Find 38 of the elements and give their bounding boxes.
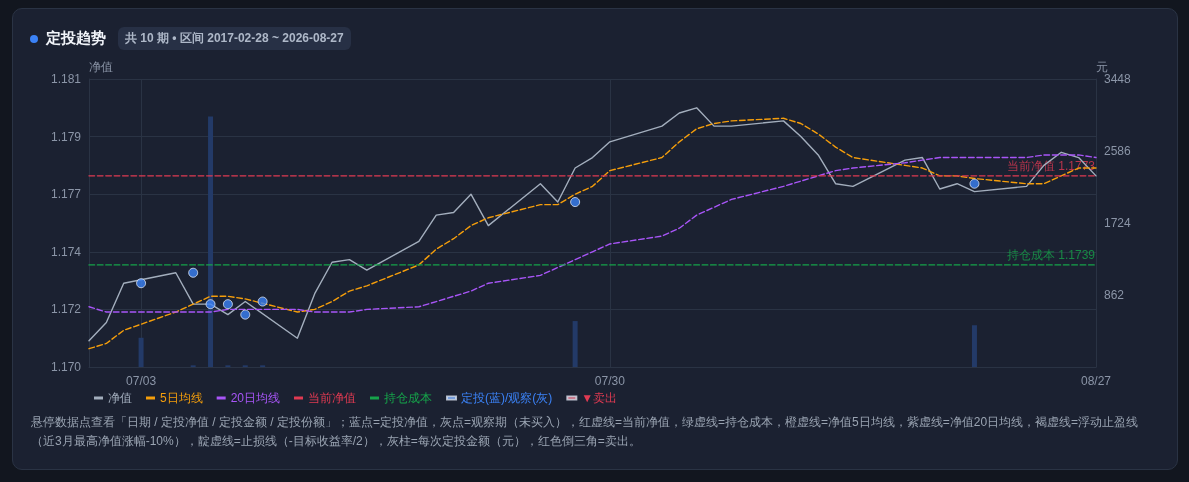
bar xyxy=(572,321,578,367)
point xyxy=(136,278,147,289)
y2-tick-label: 2586 xyxy=(1104,144,1132,158)
x-tick-label: 07/03 xyxy=(126,374,157,388)
y-tick-label: 1.172 xyxy=(50,302,82,317)
y2-axis-title: 元 xyxy=(1096,60,1108,75)
y-tick-label: 1.181 xyxy=(50,72,82,86)
y-axis-title: 净值 xyxy=(89,60,113,74)
x-tick-label: 08/27 xyxy=(1080,374,1112,388)
y2-tick-label: 3448 xyxy=(1104,72,1132,86)
y2-tick-label: 862 xyxy=(1104,288,1125,302)
point xyxy=(257,296,268,307)
y-tick-label: 1.179 xyxy=(50,129,82,144)
y-tick-label: 1.177 xyxy=(50,187,82,202)
point xyxy=(205,299,216,310)
bar xyxy=(971,325,977,367)
y-tick-label: 1.174 xyxy=(50,244,82,259)
legend-label: 持仓成本 xyxy=(384,391,433,405)
chart-title: 定投趋势 xyxy=(46,29,106,48)
bar xyxy=(138,337,144,367)
point xyxy=(222,299,233,310)
legend-label: ▼卖出 xyxy=(581,391,618,405)
legend-label: 5日均线 xyxy=(160,391,203,405)
chart-subtitle: 共 10 期 • 区间 2017-02-28 ~ 2026-08-27 xyxy=(118,27,351,50)
y-tick-label: 1.170 xyxy=(50,360,82,374)
point xyxy=(570,197,581,208)
point xyxy=(240,309,251,320)
annotation: 持仓成本 1.1739 xyxy=(1006,247,1096,262)
legend-label: 当前净值 xyxy=(308,391,357,405)
legend-label: 净值 xyxy=(108,391,132,405)
x-tick-label: 07/30 xyxy=(594,374,626,388)
legend-label: 定投(蓝)/观察(灰) xyxy=(461,391,553,405)
point xyxy=(188,267,199,278)
bar xyxy=(208,116,214,367)
text: 悬停数据点查看「日期 / 定投净值 / 定投金额 / 定投份额」；蓝点=定投净值，灰点=观察期（未买入），红虚线=当前净值，绿虚线=持仓成本，橙虚线=净值5日均线，紫虚线=净值20日均线，褐虚线=浮动止盈线（近3月最高净值涨幅-10%），靛虚线=止损线（-目标收益率/2），灰柱=每次定投金额（元），红色倒三角=卖出。 xyxy=(31,414,1140,450)
point xyxy=(969,178,980,189)
y2-tick-label: 1724 xyxy=(1104,216,1132,230)
legend-label: 20日均线 xyxy=(230,391,281,405)
